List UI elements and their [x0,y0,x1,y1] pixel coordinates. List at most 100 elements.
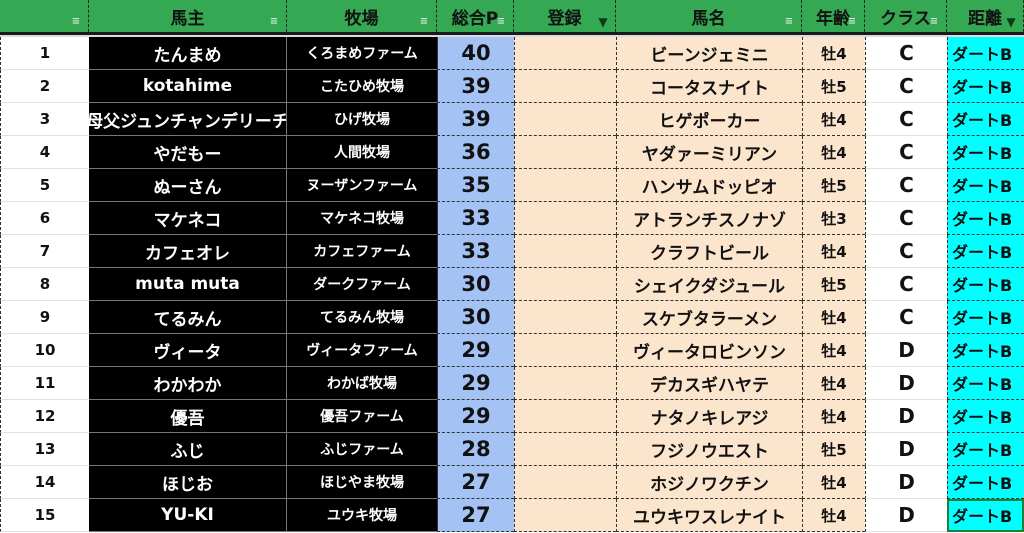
cell-distance[interactable]: ダートB [947,70,1024,103]
cell-rank[interactable]: 13 [0,433,89,466]
cell-reg[interactable] [514,301,616,334]
cell-class[interactable]: D [865,433,947,466]
cell-farm[interactable]: ダークファーム [287,268,437,301]
cell-points[interactable]: 40 [437,37,514,70]
cell-farm[interactable]: ふじファーム [287,433,437,466]
cell-age[interactable]: 牡4 [802,136,865,169]
cell-class[interactable]: C [865,301,947,334]
cell-distance[interactable]: ダートB [947,499,1024,532]
cell-points[interactable]: 29 [437,400,514,433]
cell-age[interactable]: 牡4 [802,499,865,532]
cell-distance[interactable]: ダートB [947,37,1024,70]
cell-farm[interactable]: ほじやま牧場 [287,466,437,499]
cell-class[interactable]: C [865,136,947,169]
cell-reg[interactable] [514,169,616,202]
column-header-reg[interactable]: 登録 ▼ [514,0,616,32]
cell-distance[interactable]: ダートB [947,433,1024,466]
cell-points[interactable]: 27 [437,466,514,499]
cell-reg[interactable] [514,37,616,70]
cell-class[interactable]: C [865,70,947,103]
column-header-owner[interactable]: 馬主 ≡ [89,0,287,32]
cell-age[interactable]: 牡5 [802,169,865,202]
cell-rank[interactable]: 6 [0,202,89,235]
cell-class[interactable]: D [865,334,947,367]
cell-reg[interactable] [514,499,616,532]
cell-age[interactable]: 牡4 [802,301,865,334]
cell-rank[interactable]: 12 [0,400,89,433]
cell-horse[interactable]: ヴィータロビンソン [616,334,802,367]
cell-class[interactable]: C [865,202,947,235]
cell-owner[interactable]: ふじ [89,433,287,466]
filter-active-icon[interactable]: ▼ [598,15,608,29]
cell-class[interactable]: C [865,37,947,70]
cell-rank[interactable]: 3 [0,103,89,136]
cell-age[interactable]: 牡4 [802,466,865,499]
cell-owner[interactable]: muta muta [89,268,287,301]
cell-class[interactable]: D [865,367,947,400]
cell-class[interactable]: D [865,499,947,532]
cell-farm[interactable]: こたひめ牧場 [287,70,437,103]
cell-points[interactable]: 39 [437,103,514,136]
cell-age[interactable]: 牡4 [802,334,865,367]
cell-farm[interactable]: カフェファーム [287,235,437,268]
cell-class[interactable]: D [865,400,947,433]
cell-rank[interactable]: 10 [0,334,89,367]
cell-reg[interactable] [514,235,616,268]
cell-owner[interactable]: YU-KI [89,499,287,532]
cell-reg[interactable] [514,334,616,367]
cell-rank[interactable]: 15 [0,499,89,532]
cell-class[interactable]: C [865,235,947,268]
cell-owner[interactable]: 母父ジュンチャンデリーチ [89,103,287,136]
cell-class[interactable]: C [865,103,947,136]
cell-farm[interactable]: くろまめファーム [287,37,437,70]
filter-icon[interactable]: ≡ [269,16,279,27]
cell-horse[interactable]: デカスギハヤテ [616,367,802,400]
cell-class[interactable]: C [865,169,947,202]
cell-owner[interactable]: てるみん [89,301,287,334]
cell-rank[interactable]: 5 [0,169,89,202]
cell-reg[interactable] [514,268,616,301]
cell-age[interactable]: 牡4 [802,37,865,70]
cell-points[interactable]: 29 [437,334,514,367]
cell-horse[interactable]: シェイクダジュール [616,268,802,301]
cell-distance[interactable]: ダートB [947,466,1024,499]
cell-owner[interactable]: ほじお [89,466,287,499]
cell-age[interactable]: 牡4 [802,103,865,136]
cell-reg[interactable] [514,466,616,499]
cell-reg[interactable] [514,433,616,466]
cell-class[interactable]: D [865,466,947,499]
cell-reg[interactable] [514,400,616,433]
column-header-horse[interactable]: 馬名 ≡ [616,0,802,32]
cell-reg[interactable] [514,70,616,103]
cell-horse[interactable]: ヤダァーミリアン [616,136,802,169]
cell-points[interactable]: 28 [437,433,514,466]
cell-owner[interactable]: マケネコ [89,202,287,235]
cell-owner[interactable]: やだもー [89,136,287,169]
cell-reg[interactable] [514,103,616,136]
cell-horse[interactable]: ホジノワクチン [616,466,802,499]
cell-age[interactable]: 牡4 [802,367,865,400]
filter-active-icon[interactable]: ▼ [1006,15,1016,29]
cell-rank[interactable]: 9 [0,301,89,334]
cell-farm[interactable]: ひげ牧場 [287,103,437,136]
cell-distance[interactable]: ダートB [947,103,1024,136]
cell-rank[interactable]: 7 [0,235,89,268]
cell-reg[interactable] [514,202,616,235]
cell-age[interactable]: 牡4 [802,235,865,268]
cell-owner[interactable]: kotahime [89,70,287,103]
column-header-points[interactable]: 総合P ≡ [437,0,514,32]
cell-points[interactable]: 30 [437,301,514,334]
column-header-distance[interactable]: 距離 ▼ [947,0,1024,32]
filter-icon[interactable]: ≡ [784,16,794,27]
cell-farm[interactable]: マケネコ牧場 [287,202,437,235]
cell-rank[interactable]: 14 [0,466,89,499]
cell-points[interactable]: 29 [437,367,514,400]
cell-farm[interactable]: 人間牧場 [287,136,437,169]
cell-points[interactable]: 30 [437,268,514,301]
cell-distance[interactable]: ダートB [947,136,1024,169]
cell-reg[interactable] [514,367,616,400]
cell-age[interactable]: 牡3 [802,202,865,235]
cell-reg[interactable] [514,136,616,169]
column-header-farm[interactable]: 牧場 ≡ [287,0,437,32]
cell-age[interactable]: 牡4 [802,400,865,433]
